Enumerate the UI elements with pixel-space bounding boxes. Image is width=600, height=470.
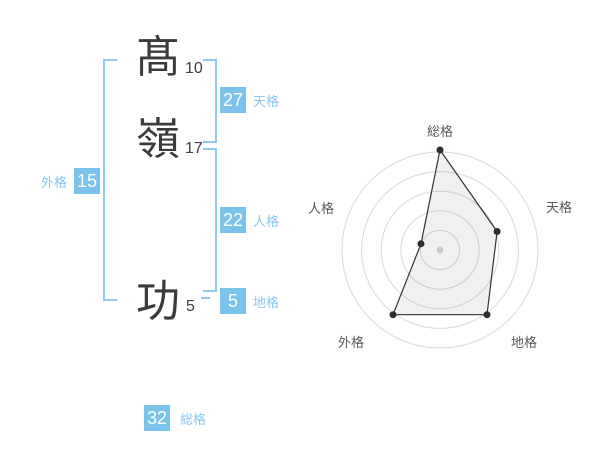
name-char-3: 功 xyxy=(136,277,180,326)
radar-data-point xyxy=(389,311,397,319)
chikaku-tick xyxy=(201,297,210,299)
radar-grid-ring xyxy=(419,229,461,271)
soukaku-row: 32 総格 xyxy=(144,405,206,431)
radar-axis-label: 外格 xyxy=(338,335,364,350)
tenkaku-bracket xyxy=(203,59,217,143)
soukaku-badge: 32 xyxy=(144,405,170,431)
name-char-2: 嶺 xyxy=(136,115,180,164)
radar-grid-ring xyxy=(380,190,500,310)
gaikaku-bracket xyxy=(103,59,117,301)
radar-axis-label: 総格 xyxy=(427,124,453,139)
gaikaku-label: 外格 xyxy=(41,174,68,190)
radar-grid-ring xyxy=(400,210,480,290)
stroke-count-3: 5 xyxy=(186,298,195,315)
soukaku-label: 総格 xyxy=(180,411,207,427)
tenkaku-label: 天格 xyxy=(253,93,280,109)
radar-center-dot xyxy=(436,246,444,254)
radar-data-point xyxy=(493,228,501,235)
chikaku-label: 地格 xyxy=(253,294,280,310)
gaikaku-badge: 15 xyxy=(74,168,101,194)
radar-grid-ring xyxy=(361,171,519,329)
radar-data-polygon xyxy=(392,149,498,316)
radar-data-point xyxy=(417,240,425,248)
gaikaku-row: 外格 15 xyxy=(41,168,101,194)
tenkaku-badge: 27 xyxy=(220,87,246,113)
stroke-count-1: 10 xyxy=(185,60,203,77)
jinkaku-badge: 22 xyxy=(220,207,246,233)
jinkaku-row: 22 人格 xyxy=(220,207,279,233)
chikaku-badge: 5 xyxy=(220,288,246,314)
jinkaku-bracket xyxy=(203,148,217,292)
radar-data-point xyxy=(483,311,491,319)
radar-axis-label: 人格 xyxy=(308,201,334,216)
jinkaku-label: 人格 xyxy=(253,213,280,229)
stroke-count-2: 17 xyxy=(185,140,203,157)
name-char-1: 髙 xyxy=(136,33,180,82)
radar-axis-label: 地格 xyxy=(511,335,537,350)
chikaku-row: 5 地格 xyxy=(220,288,279,314)
tenkaku-row: 27 天格 xyxy=(220,87,279,113)
radar-axis-label: 天格 xyxy=(546,200,572,215)
radar-data-point xyxy=(436,146,444,154)
